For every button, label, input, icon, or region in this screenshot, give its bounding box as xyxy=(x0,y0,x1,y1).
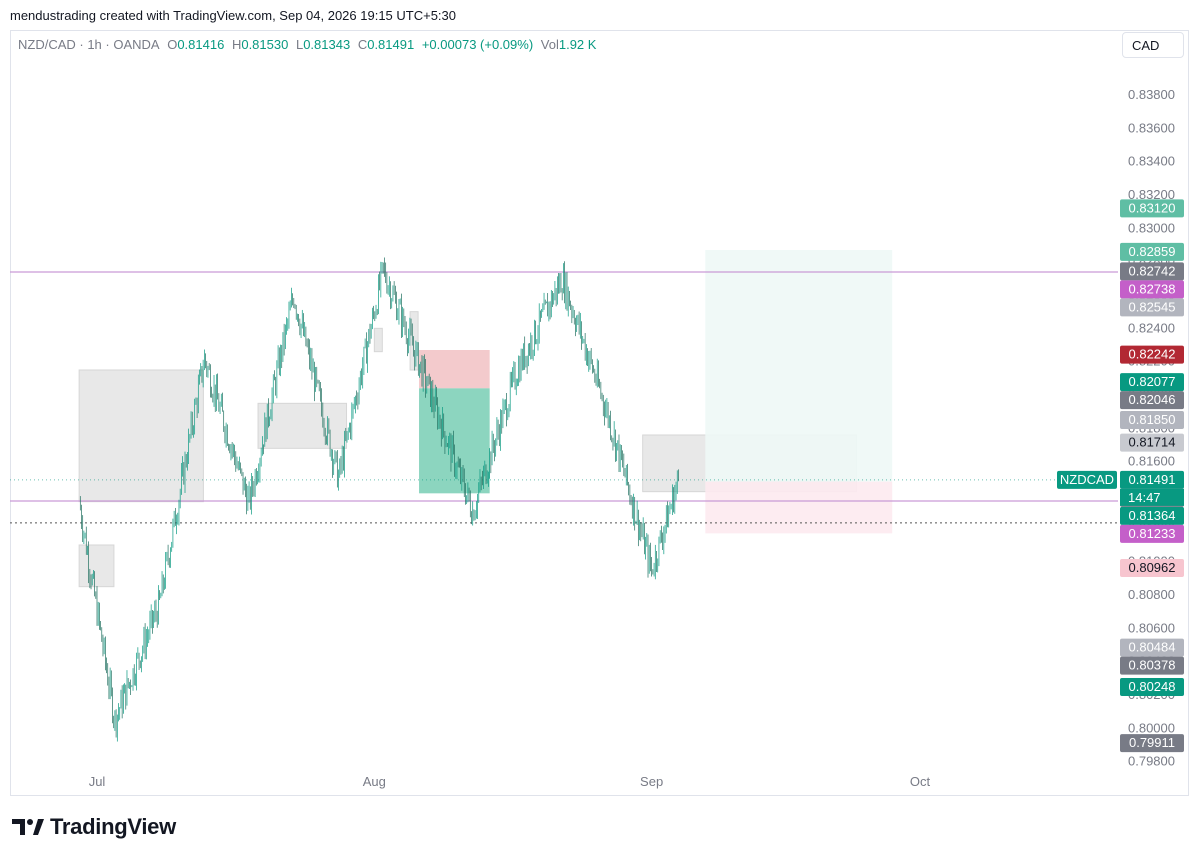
chart-frame xyxy=(10,30,1189,796)
price-label: 0.80378 xyxy=(1129,658,1176,673)
close-label: C xyxy=(357,37,368,52)
price-label: 0.83120 xyxy=(1129,200,1176,215)
candle-layer xyxy=(79,257,679,742)
price-tick-label: 0.83200 xyxy=(1128,187,1175,202)
price-tick-label: 0.81600 xyxy=(1128,454,1175,469)
supply-demand-zone[interactable] xyxy=(373,327,383,353)
price-label: 0.79911 xyxy=(1129,735,1175,750)
price-label-box xyxy=(1120,506,1184,525)
chart-header-text: mendustrading created with TradingView.c… xyxy=(10,8,457,23)
high-value: 0.81530 xyxy=(241,37,289,52)
price-label-box xyxy=(1120,433,1184,452)
price-tick-label: 0.83400 xyxy=(1128,154,1175,169)
price-label: 0.82738 xyxy=(1129,281,1176,296)
time-tick-label: Jul xyxy=(89,774,106,789)
volume-label: Vol xyxy=(540,37,559,52)
tradingview-logo[interactable]: TradingView xyxy=(12,814,176,840)
price-label: 0.82077 xyxy=(1129,374,1176,389)
high-label: H xyxy=(231,37,242,52)
time-axis: Jul Aug Sep Oct xyxy=(89,774,931,789)
price-label: 0.81364 xyxy=(1129,508,1176,523)
price-label: 0.82046 xyxy=(1129,392,1176,407)
price-label: 0.82242 xyxy=(1129,347,1176,362)
price-tick-label: 0.83800 xyxy=(1128,87,1175,102)
price-label: 0.80248 xyxy=(1129,679,1176,694)
price-label: 0.80962 xyxy=(1129,560,1176,575)
symbol-tag-label: NZDCAD xyxy=(1060,472,1114,487)
price-label: 0.81850 xyxy=(1129,412,1176,427)
price-label-box xyxy=(1120,678,1184,696)
price-label-box xyxy=(1120,734,1184,753)
price-label-box xyxy=(1120,470,1184,489)
open-value: 0.81416 xyxy=(177,37,225,52)
time-tick-label: Oct xyxy=(910,774,931,789)
price-label: 0.82545 xyxy=(1129,299,1176,314)
ohlc-legend: NZD/CAD · 1h · OANDA O0.81416 H0.81530 L… xyxy=(18,37,596,52)
low-label: L xyxy=(295,37,304,52)
price-label: 0.81233 xyxy=(1129,526,1176,541)
price-label-box xyxy=(1120,656,1184,675)
price-label-layer: 0.83120 0.82859 0.82742 0.82738 0.82545 0.822… xyxy=(1057,199,1184,753)
price-label-box xyxy=(1120,242,1184,261)
position-stop-zone[interactable] xyxy=(705,481,893,534)
price-label-box xyxy=(1120,638,1184,657)
countdown-label: 14:47 xyxy=(1128,490,1161,505)
price-label: 0.81491 xyxy=(1129,472,1176,487)
price-tick-label: 0.83000 xyxy=(1128,220,1175,235)
price-label: 0.82859 xyxy=(1129,244,1176,259)
position-stop-zone[interactable] xyxy=(419,350,490,389)
price-label-box xyxy=(1120,559,1184,577)
price-tick-label: 0.83600 xyxy=(1128,120,1175,135)
tradingview-logo-icon xyxy=(12,819,44,835)
supply-demand-zone[interactable] xyxy=(257,402,348,449)
price-label-box xyxy=(1120,280,1184,299)
price-tick-label: 0.80600 xyxy=(1128,620,1175,635)
price-label-box xyxy=(1120,411,1184,429)
position-target-zone[interactable] xyxy=(705,250,893,482)
symbol-tag[interactable] xyxy=(1057,470,1117,489)
price-label-box xyxy=(1120,262,1184,281)
time-tick-label: Sep xyxy=(640,774,663,789)
zone-layer xyxy=(78,250,893,588)
price-tick-label: 0.79800 xyxy=(1128,754,1175,769)
open-label: O xyxy=(167,37,178,52)
line-layer xyxy=(10,271,1118,524)
countdown-box xyxy=(1120,488,1184,506)
volume-value: 1.92 K xyxy=(558,37,597,52)
price-tick-label: 0.82400 xyxy=(1128,320,1175,335)
price-label-box xyxy=(1120,373,1184,392)
price-tick-label: 0.80800 xyxy=(1128,587,1175,602)
time-tick-label: Aug xyxy=(363,774,386,789)
currency-button[interactable]: CAD xyxy=(1122,32,1184,58)
price-label-box xyxy=(1120,199,1184,218)
low-value: 0.81343 xyxy=(303,37,351,52)
price-label-box xyxy=(1120,391,1184,410)
symbol-label[interactable]: NZD/CAD · 1h · OANDA xyxy=(18,37,160,52)
position-target-zone[interactable] xyxy=(419,388,490,494)
close-value: 0.81491 xyxy=(367,37,415,52)
price-label-box xyxy=(1120,345,1184,364)
price-label: 0.80484 xyxy=(1129,640,1176,655)
change-value: +0.00073 (+0.09%) xyxy=(421,37,534,52)
supply-demand-zone[interactable] xyxy=(78,544,115,588)
price-label: 0.81714 xyxy=(1129,435,1176,450)
price-label-box xyxy=(1120,298,1184,317)
price-label-box xyxy=(1120,524,1184,543)
price-tick-label: 0.80000 xyxy=(1128,720,1175,735)
price-label: 0.82742 xyxy=(1129,263,1176,278)
tradingview-brand-text: TradingView xyxy=(50,814,176,839)
